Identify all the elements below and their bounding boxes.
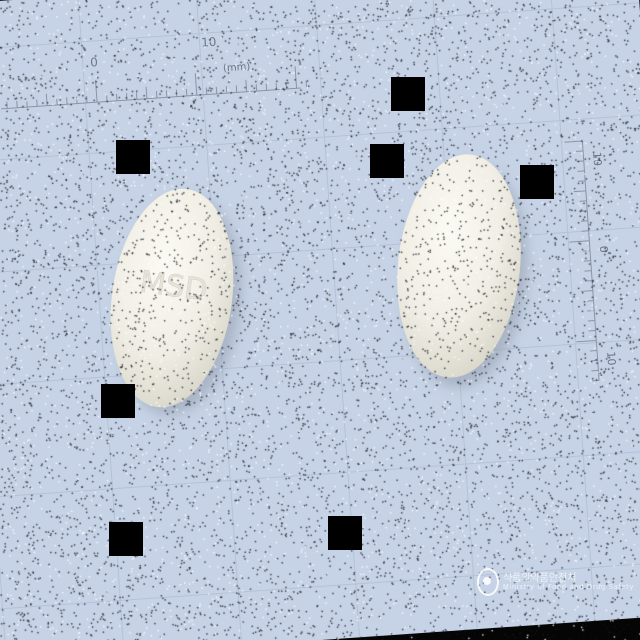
ruler-right-label-bottom: 10 (604, 351, 618, 366)
top-ruler-ticks (6, 66, 308, 109)
watermark-logo: 식품의약품안전처 Ministry of Food and Drug Safet… (476, 568, 634, 596)
occlusion-square (391, 77, 425, 111)
ruler-tick (573, 190, 586, 193)
ruler-label-zero: 0 (90, 55, 99, 69)
occlusion-square (370, 144, 404, 178)
occlusion-square (328, 516, 362, 550)
ruler-unit-label: (mm) (223, 61, 251, 74)
occlusion-square (520, 165, 554, 199)
occlusion-square (116, 140, 150, 174)
ruler-label-ten: 10 (201, 35, 217, 50)
ruler-tick (194, 73, 198, 96)
right-ruler: 10 0 10 (562, 140, 618, 382)
ruler-right-label-top: 10 (590, 152, 604, 167)
occlusion-square (109, 522, 143, 556)
top-ruler: 0 10 (mm) (1, 35, 308, 110)
occlusion-square (101, 384, 135, 418)
right-ruler-ticks (562, 140, 600, 382)
ruler-tick (245, 79, 248, 92)
watermark-line2: Ministry of Food and Drug Safety (502, 582, 634, 591)
ruler-tick (95, 80, 98, 103)
ruler-tick (580, 290, 593, 292)
ruler-tick (294, 66, 298, 89)
ruler-tick (569, 240, 590, 243)
ruler-tick (45, 93, 48, 106)
ruler-tick (576, 339, 597, 343)
watermark-text: 식품의약품안전처 Ministry of Food and Drug Safet… (503, 573, 634, 592)
pill-right (397, 154, 521, 378)
logo-icon (476, 568, 499, 596)
watermark-line1: 식품의약품안전처 (502, 572, 577, 584)
ruler-right-label-mid: 0 (597, 245, 610, 253)
ruler-tick (145, 86, 148, 99)
ruler-tick (562, 140, 583, 143)
